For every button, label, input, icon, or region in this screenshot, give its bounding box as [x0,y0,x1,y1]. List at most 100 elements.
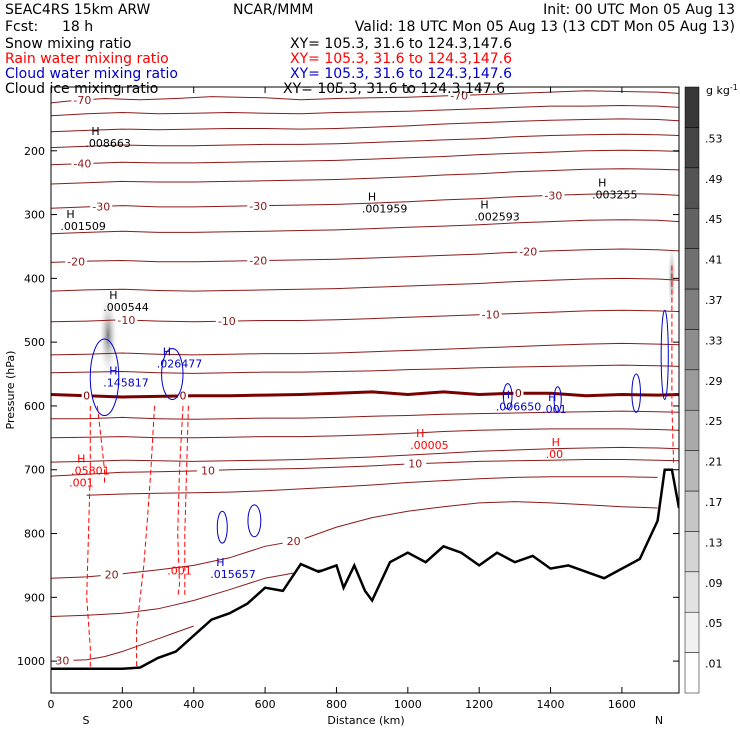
axes: 0 200 400 600 800 1000 1200 1400 160020030040050… [17,87,679,711]
contour-label-bg [65,255,88,267]
plot-frame [50,86,680,694]
temperature-contour-label: 20 [287,535,301,548]
y-tick-label: 500 [24,336,45,349]
x-tick-label: 1400 [537,698,565,711]
temperature-contour-label: -10 [218,315,236,328]
high-marker: H.001 [542,391,567,416]
cloud-water-contour [247,504,262,538]
high-marker-value: .001509 [60,220,105,233]
field-xy-cloud-ice: XY= 105.3, 31.6 to 124.3,147.6 [283,81,505,97]
high-marker-letter: H [66,208,74,221]
temperature-contour [51,133,679,149]
cloud-water-contour [161,348,184,401]
high-marker: H.006650 [496,389,542,414]
colorbar-label: .37 [705,294,723,307]
y-tick-label: 400 [24,272,45,285]
rain-water-contour [177,405,184,598]
high-marker: H.008663 [85,125,130,150]
high-marker-value: .001 [542,403,567,416]
cloud-water-contour [89,338,120,417]
high-marker-letter: H [598,176,606,189]
field-name-snow: Snow mixing ratio [5,36,131,52]
colorbar-label: .45 [705,213,723,226]
colorbar-label: .17 [705,496,723,509]
freezing-level-label: 0 [515,387,522,400]
contour-label-bg [71,157,94,169]
rain-contours: .001 .001 [69,265,675,669]
high-marker-letter: H [502,389,510,402]
temperature-contour [51,410,679,420]
org-label: NCAR/MMM [233,2,314,18]
colorbar-label: .13 [705,536,723,549]
high-marker: H.145817 [103,364,148,389]
y-tick-label: 800 [24,528,45,541]
contour-label-bg [90,200,113,212]
high-marker-letter: H [77,452,85,465]
contour-label-bg [282,535,305,547]
colorbar: .01 .05 .09 .13 .17 .21 .25 .29 .33 .37 .41 .45 .49.… [684,86,723,694]
temperature-contour-label: -40 [73,158,91,171]
rain-water-contour [96,405,105,483]
colorbar-swatch [684,409,700,451]
high-marker-value: .145817 [103,376,148,389]
temperature-contour-label: 20 [105,569,119,582]
high-marker: H.000544 [103,289,148,314]
temperature-contours: -70 -70 -40 -30 -30 -30 -20 -20 -20 -10 -10 -10 10 10… [51,89,679,668]
field-name-cloud-ice: Cloud ice mixing ratio [5,81,158,97]
colorbar-swatch [684,652,700,694]
temperature-contour-label: 10 [408,458,422,471]
colorbar-label: .29 [705,375,723,388]
high-marker-value: .002593 [474,211,520,224]
temperature-contour-label: -20 [67,256,85,269]
temperature-contour [51,192,679,209]
high-marker-letter: H [109,364,117,377]
colorbar-swatch [684,571,700,613]
high-marker: H.05801 [71,452,110,477]
x-tick-label: 800 [326,698,347,711]
temperature-contour [51,446,679,463]
temperature-contour-label: -30 [249,200,267,213]
temperature-contour [51,364,679,374]
high-marker: H.001959 [362,190,408,215]
contour-label-bg [115,313,138,325]
y-axis-title: Pressure (hPa) [4,351,17,430]
temperature-contour [51,149,679,166]
temperature-contour-label: -30 [92,200,110,213]
terrain-layer [51,468,679,693]
high-marker: H.015657 [210,556,256,581]
temperature-contour [51,428,679,439]
high-marker-value: .00005 [410,439,449,452]
colorbar-label: .01 [705,658,723,671]
temperature-contour [51,568,337,617]
field-name-cloud-water: Cloud water mixing ratio [5,66,178,82]
contour-label-bg [517,245,540,257]
y-tick-label: 900 [24,591,45,604]
colorbar-swatch [684,207,700,249]
temperature-contour-label: 10 [201,465,215,478]
high-marker-value: .026477 [157,357,203,370]
temperature-contour [51,342,679,356]
cloud-water-contour [631,373,641,413]
colorbar-swatch [684,450,700,492]
contour-label-bg [513,387,524,399]
colorbar-unit: g kg-1 [706,83,738,97]
init-time: Init: 00 UTC Mon 05 Aug 13 [543,2,735,18]
colorbar-swatch [684,329,700,371]
temperature-labels: -70 -70 -40 -30 -30 -30 -20 -20 -20 -10 -10 -10 10 10… [51,89,565,668]
rain-water-contour [136,405,155,669]
colorbar-label: .25 [705,415,723,428]
temperature-contour [51,168,679,185]
model-title: SEAC4RS 15km ARW [5,2,151,18]
temperature-contour-label: -10 [117,314,135,327]
rain-water-contour [671,265,675,464]
high-marker-letter: H [548,391,556,404]
field-xy-rain: XY= 105.3, 31.6 to 124.3,147.6 [290,51,512,67]
snow-shading-layer [98,240,677,381]
cloud-water-contour [553,386,562,413]
fcst-value: 18 h [62,19,93,35]
cloud-water-contour [216,510,228,544]
terrain-fill [51,469,679,693]
temperature-contour [51,90,679,104]
contour-label-bg [81,389,92,401]
temperature-contour-label: -20 [249,255,267,268]
